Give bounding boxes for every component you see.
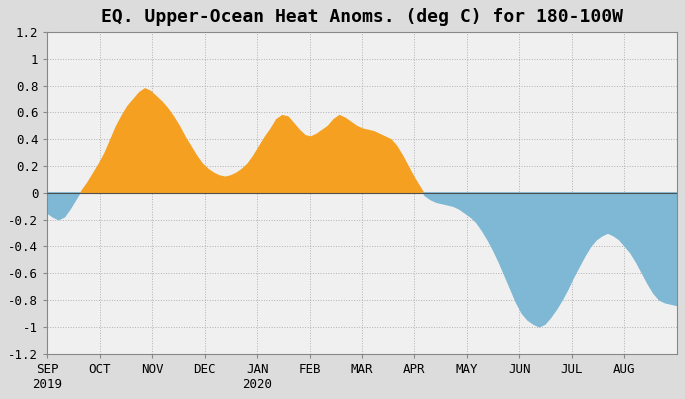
Title: EQ. Upper-Ocean Heat Anoms. (deg C) for 180-100W: EQ. Upper-Ocean Heat Anoms. (deg C) for … bbox=[101, 8, 623, 26]
